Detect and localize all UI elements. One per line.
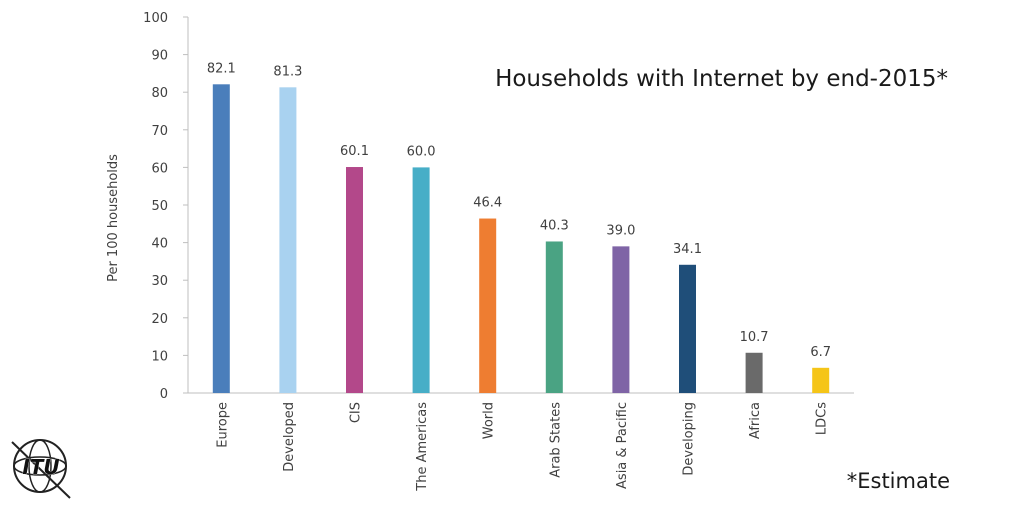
x-category-label: CIS [349, 402, 364, 423]
x-category-label: Africa [748, 402, 763, 439]
x-category-label: Developing [682, 402, 697, 476]
y-tick-label: 70 [151, 124, 168, 139]
bar-the-americas [412, 167, 430, 393]
data-label: 60.1 [340, 144, 369, 159]
data-label: 10.7 [740, 330, 769, 345]
y-axis-title: Per 100 households [106, 154, 121, 282]
bar-developed [279, 87, 297, 393]
data-label: 39.0 [606, 223, 635, 238]
bar-ldcs [812, 367, 830, 393]
data-label: 34.1 [673, 242, 702, 257]
itu-globe-logo-icon: ITU [11, 439, 71, 499]
y-tick-label: 20 [151, 312, 168, 327]
y-tick-label: 60 [151, 161, 168, 176]
data-label: 82.1 [207, 61, 236, 76]
y-tick-label: 80 [151, 86, 168, 101]
bar-africa [745, 352, 763, 393]
chart-title: Households with Internet by end-2015* [495, 66, 948, 92]
data-label: 60.0 [407, 144, 436, 159]
bar-developing [679, 264, 696, 393]
bar-cis [346, 167, 363, 393]
y-tick-label: 90 [151, 49, 168, 64]
bar-europe [212, 84, 230, 393]
x-category-label: Asia & Pacific [615, 402, 630, 489]
y-tick-label: 50 [151, 199, 168, 214]
x-category-label: The Americas [415, 402, 430, 492]
y-tick-label: 30 [151, 274, 168, 289]
bar-asia-pacific [612, 246, 630, 393]
y-axis: 0 10 20 30 40 50 60 70 80 90 100 [143, 11, 854, 402]
y-tick-label: 10 [151, 349, 168, 364]
x-category-label: Developed [282, 402, 297, 472]
logo-text: ITU [22, 455, 59, 479]
bars: 82.1 81.3 60.1 60.0 46.4 40.3 39.0 34.1 10.7 6.7 [207, 61, 831, 393]
estimate-footnote: *Estimate [847, 469, 950, 493]
x-category-label: LDCs [815, 402, 830, 435]
bar-world [479, 218, 497, 393]
category-labels: Europe Developed CIS The Americas World Arab … [215, 402, 829, 492]
data-label: 40.3 [540, 218, 569, 233]
bar-arab-states [545, 241, 563, 393]
data-label: 46.4 [473, 196, 502, 211]
x-category-label: Arab States [548, 402, 563, 478]
y-tick-label: 40 [151, 237, 168, 252]
x-category-label: World [482, 402, 497, 439]
data-label: 6.7 [810, 345, 831, 360]
y-tick-label: 100 [143, 11, 168, 26]
x-category-label: Europe [215, 402, 230, 448]
data-label: 81.3 [273, 64, 302, 79]
y-tick-label: 0 [160, 387, 168, 402]
